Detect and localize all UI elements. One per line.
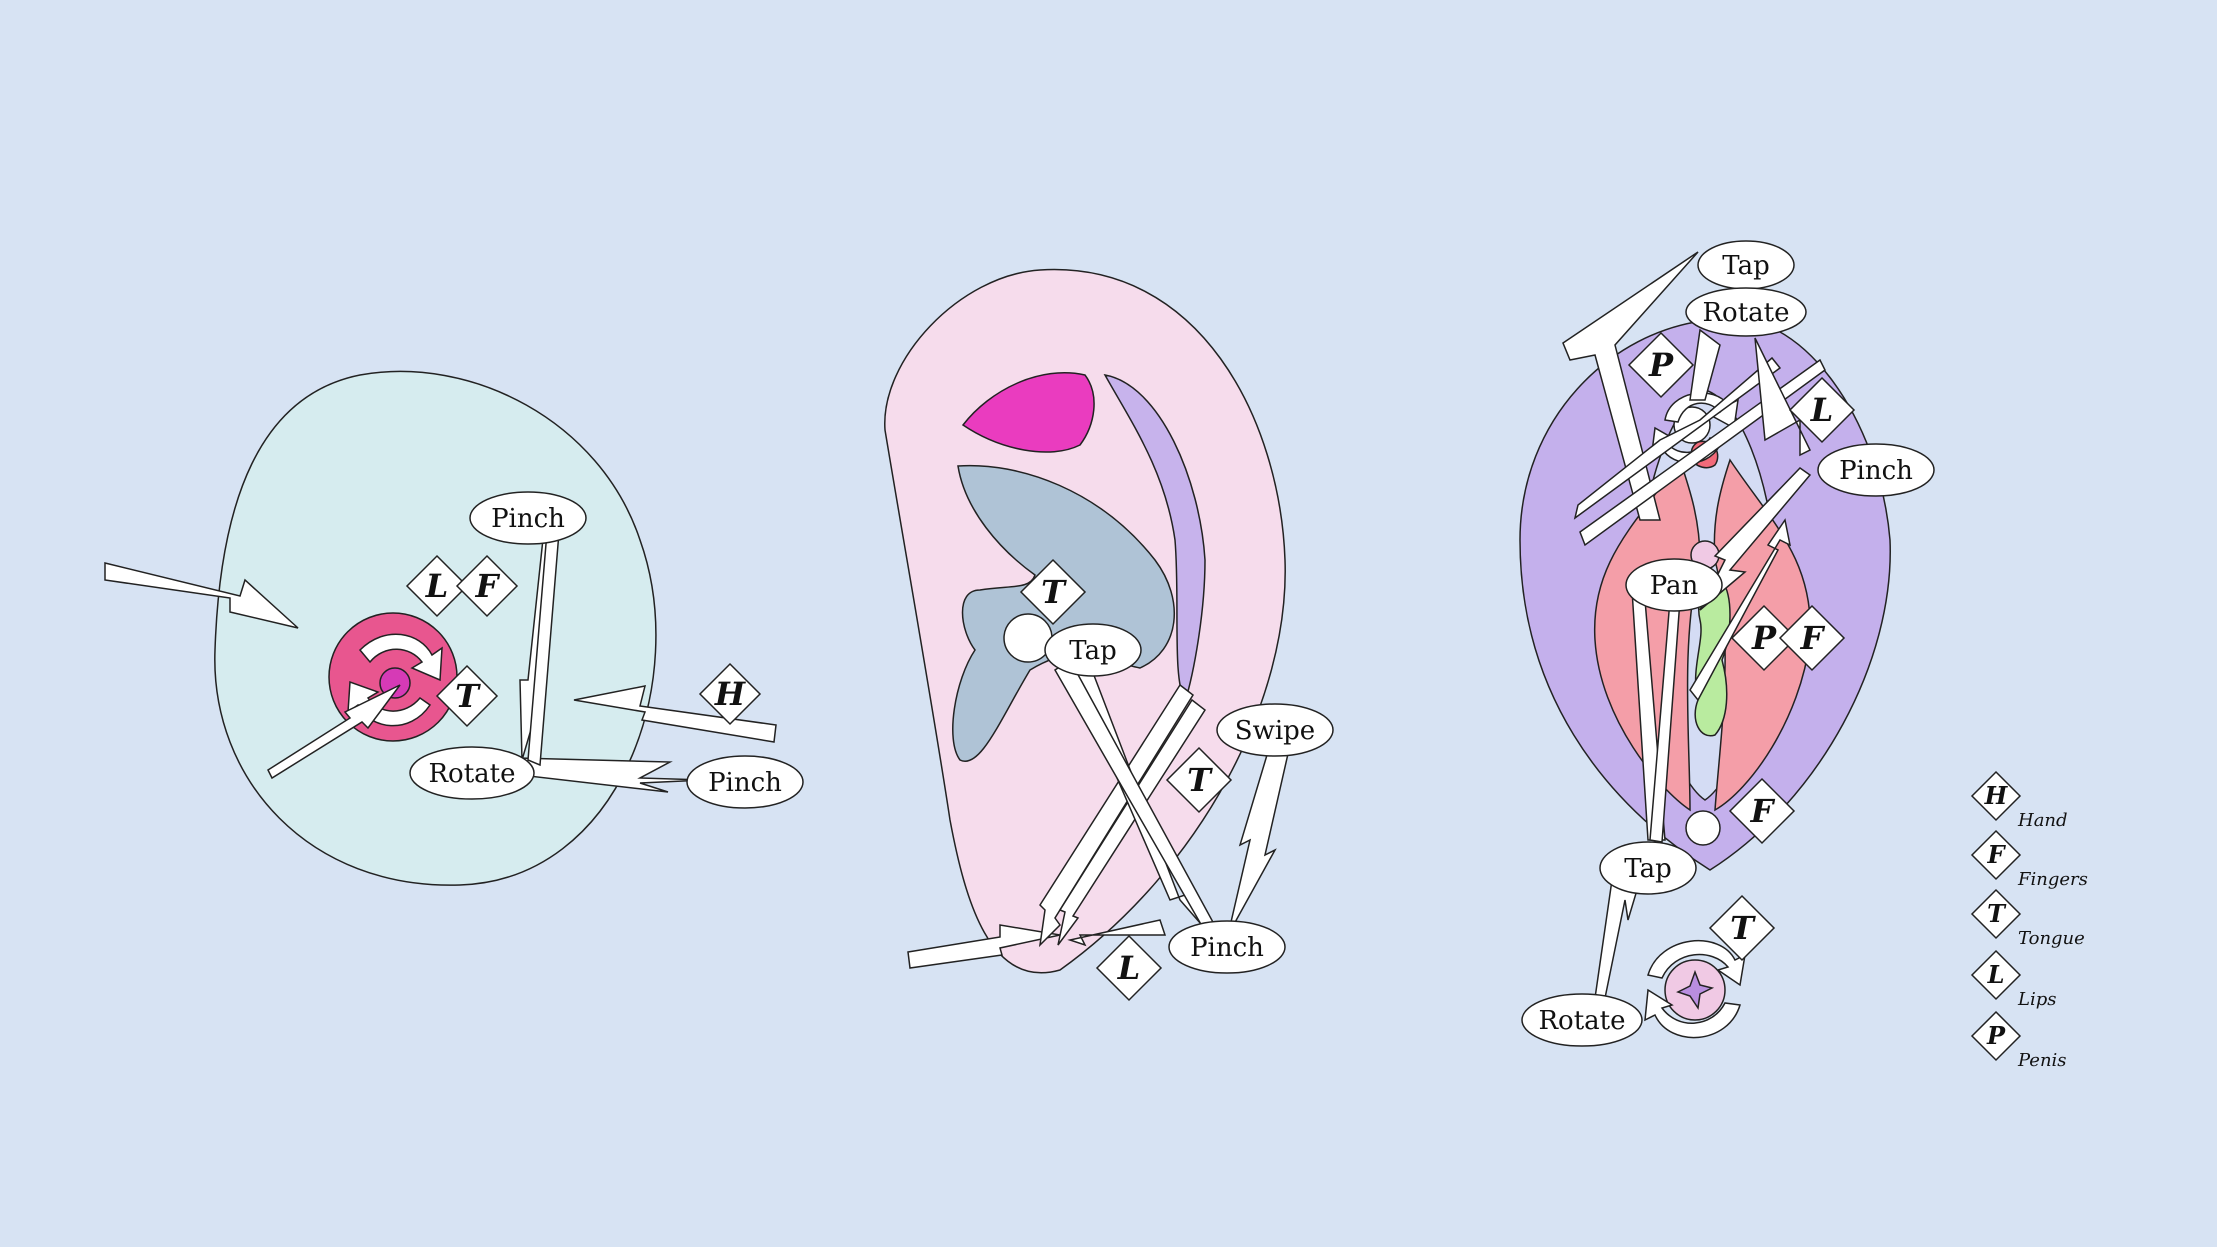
pinch-label[interactable]: Pinch bbox=[469, 491, 587, 545]
legend-item-fingers: F Fingers bbox=[1970, 829, 2088, 890]
svg-text:Pan: Pan bbox=[1650, 571, 1699, 601]
legend-item-tongue: T Tongue bbox=[1970, 888, 2085, 949]
arrow-shape bbox=[1754, 337, 1812, 457]
svg-text:F: F bbox=[1800, 619, 1826, 657]
fingers-badge: F bbox=[455, 554, 519, 618]
svg-text:Tap: Tap bbox=[1069, 636, 1116, 666]
svg-text:Hand: Hand bbox=[2017, 810, 2068, 831]
rotate-label[interactable]: Rotate bbox=[1685, 287, 1807, 337]
arrow-shape bbox=[517, 757, 706, 793]
svg-text:Pinch: Pinch bbox=[1839, 456, 1913, 486]
arrow-shape bbox=[267, 684, 401, 780]
lips-badge: L bbox=[1095, 934, 1163, 1002]
breast-diagram: Pinch Rotate Pinch L F T H bbox=[104, 370, 804, 886]
arrow-shape bbox=[1067, 919, 1167, 947]
arrow-shape bbox=[1689, 518, 1792, 702]
rotate-label[interactable]: Rotate bbox=[409, 746, 535, 800]
legend: H Hand F Fingers T Tongue L Lips P Penis bbox=[1970, 770, 2088, 1071]
svg-text:Fingers: Fingers bbox=[2017, 869, 2088, 890]
pinch-label[interactable]: Pinch bbox=[1817, 443, 1935, 497]
svg-text:Tap: Tap bbox=[1624, 854, 1671, 884]
pinch-label[interactable]: Pinch bbox=[1168, 920, 1286, 974]
arrow-shape bbox=[907, 924, 1061, 969]
svg-text:Rotate: Rotate bbox=[1538, 1006, 1625, 1036]
tap-label[interactable]: Tap bbox=[1044, 623, 1142, 677]
legend-item-penis: P Penis bbox=[1970, 1010, 2067, 1071]
arrow-shape bbox=[1689, 328, 1721, 401]
penis-badge: P bbox=[1627, 331, 1695, 399]
svg-text:T: T bbox=[1187, 761, 1213, 799]
pan-label[interactable]: Pan bbox=[1625, 558, 1723, 612]
svg-text:Pinch: Pinch bbox=[708, 768, 782, 798]
arrow-shape bbox=[1227, 744, 1291, 936]
svg-text:P: P bbox=[1986, 1021, 2006, 1050]
penis-badge: P bbox=[1730, 604, 1798, 672]
svg-text:Rotate: Rotate bbox=[1702, 298, 1789, 328]
svg-text:P: P bbox=[1648, 346, 1674, 384]
svg-text:Pinch: Pinch bbox=[1190, 933, 1264, 963]
svg-text:L: L bbox=[1987, 960, 2005, 989]
svg-text:T: T bbox=[1730, 909, 1756, 947]
pinch-label[interactable]: Pinch bbox=[686, 755, 804, 809]
svg-text:Tongue: Tongue bbox=[2018, 928, 2085, 949]
svg-text:Penis: Penis bbox=[2017, 1050, 2067, 1071]
rotate-label[interactable]: Rotate bbox=[1521, 993, 1643, 1047]
swipe-label[interactable]: Swipe bbox=[1216, 703, 1334, 757]
vulva-diagram: Tap Rotate Pinch Pan Tap Rotate P bbox=[1519, 240, 1935, 1047]
lips-badge: L bbox=[1788, 376, 1856, 444]
svg-text:Swipe: Swipe bbox=[1235, 716, 1315, 746]
svg-text:L: L bbox=[425, 567, 449, 605]
svg-text:Tap: Tap bbox=[1722, 251, 1769, 281]
svg-text:H: H bbox=[714, 675, 747, 713]
svg-text:F: F bbox=[1750, 792, 1776, 830]
anus-inner bbox=[1676, 969, 1715, 1011]
arrow-shape bbox=[104, 562, 299, 629]
tongue-badge: T bbox=[1165, 746, 1233, 814]
ear-diagram: Tap Swipe Pinch T T L bbox=[884, 268, 1334, 1002]
hand-badge: H bbox=[698, 662, 762, 726]
ear-concha-highlight bbox=[961, 372, 1095, 453]
rotate-arrows-icon bbox=[1644, 988, 1741, 1039]
tongue-badge: T bbox=[1708, 894, 1776, 962]
svg-text:Rotate: Rotate bbox=[428, 759, 515, 789]
svg-text:P: P bbox=[1751, 619, 1777, 657]
legend-item-lips: L Lips bbox=[1970, 949, 2056, 1010]
fingers-badge: F bbox=[1728, 777, 1796, 845]
arrow-shape bbox=[1057, 698, 1207, 946]
tap-label[interactable]: Tap bbox=[1599, 841, 1697, 895]
svg-text:T: T bbox=[1987, 899, 2007, 928]
svg-text:F: F bbox=[475, 567, 501, 605]
tongue-badge: T bbox=[1019, 558, 1087, 626]
arrow-shape bbox=[1594, 879, 1642, 999]
svg-text:L: L bbox=[1117, 949, 1141, 987]
svg-text:T: T bbox=[1041, 573, 1067, 611]
tongue-badge: T bbox=[435, 664, 499, 728]
svg-text:Lips: Lips bbox=[2017, 989, 2056, 1010]
svg-text:L: L bbox=[1810, 391, 1834, 429]
svg-text:T: T bbox=[455, 677, 481, 715]
rotate-arrows-icon bbox=[358, 633, 443, 682]
tap-label[interactable]: Tap bbox=[1697, 240, 1795, 290]
perineum-tap-point bbox=[1685, 810, 1721, 846]
svg-text:F: F bbox=[1986, 840, 2006, 869]
fingers-badge: F bbox=[1778, 604, 1846, 672]
arrow-shape bbox=[1573, 356, 1782, 520]
svg-text:Pinch: Pinch bbox=[491, 504, 565, 534]
svg-text:H: H bbox=[1984, 781, 2009, 810]
ear-tap-point bbox=[1003, 613, 1053, 663]
legend-item-hand: H Hand bbox=[1970, 770, 2068, 831]
arrow-shape bbox=[573, 685, 777, 743]
rotate-arrows-icon bbox=[1647, 939, 1746, 987]
lips-badge: L bbox=[405, 554, 469, 618]
